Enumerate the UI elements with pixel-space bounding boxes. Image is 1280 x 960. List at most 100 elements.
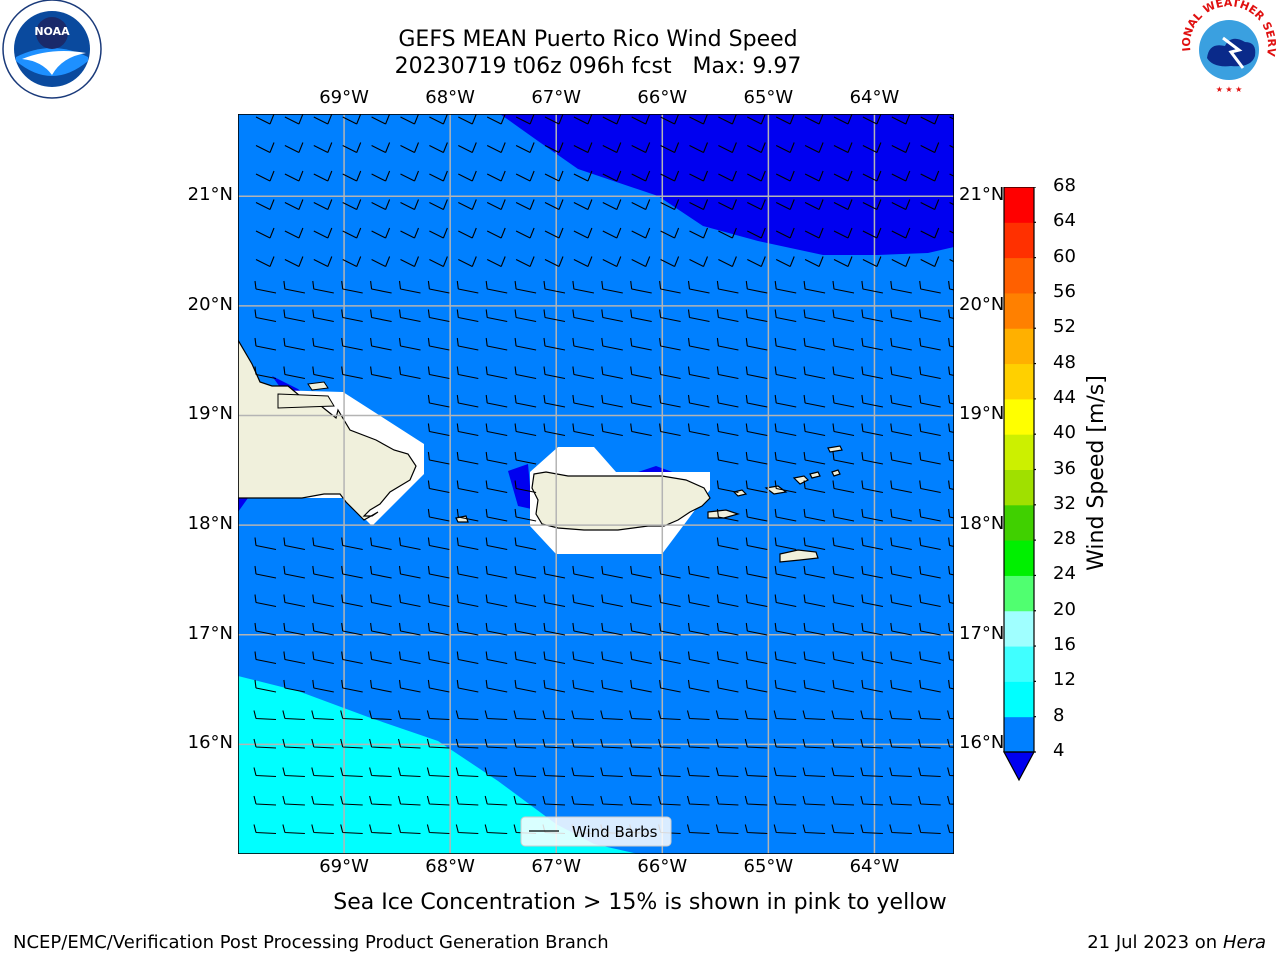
wind-barb <box>687 337 710 351</box>
wind-barb <box>283 537 306 551</box>
wind-barb <box>890 423 912 437</box>
wind-barb <box>282 824 305 835</box>
colorbar-tick-label: 64 <box>1053 210 1076 232</box>
wind-barb <box>427 337 450 351</box>
wind-barb <box>458 114 477 125</box>
wind-barb <box>920 199 940 210</box>
wind-barb <box>427 622 450 636</box>
wind-barb <box>773 795 797 806</box>
wind-barb <box>802 738 826 749</box>
wind-barb <box>571 738 594 749</box>
wind-barb <box>458 227 477 239</box>
wind-barb <box>456 309 479 323</box>
lon-tick-label: 68°W <box>425 87 475 108</box>
wind-barb <box>514 594 537 608</box>
wind-barb <box>369 767 392 778</box>
wind-barb <box>602 170 622 182</box>
wind-barb <box>312 651 334 665</box>
wind-band-8-12-south <box>238 676 638 854</box>
colorbar-tick-label: 44 <box>1053 386 1076 408</box>
colorbar-tick-label: 4 <box>1053 740 1065 761</box>
lon-tick-label: 67°W <box>531 856 582 877</box>
wind-barb <box>254 622 277 636</box>
wind-barb <box>659 679 681 693</box>
wind-barb <box>658 710 681 721</box>
wind-barb <box>543 366 566 380</box>
wind-barb <box>397 738 421 749</box>
wind-barb <box>456 679 479 693</box>
wind-barb <box>775 227 795 239</box>
wind-barb <box>455 710 479 721</box>
wind-barb <box>341 651 363 665</box>
wind-barb <box>571 767 594 778</box>
wind-barb <box>861 594 884 608</box>
wind-barb <box>312 537 334 551</box>
wind-barb <box>745 508 768 522</box>
wind-barb <box>891 142 911 153</box>
wind-barb <box>745 480 768 494</box>
wind-barb <box>745 451 768 465</box>
wind-barb <box>889 710 912 721</box>
wind-barb <box>514 280 537 294</box>
nws-logo-icon: NATIONAL WEATHER SERVICE ★ ★ ★ <box>1179 0 1278 96</box>
wind-barb <box>427 309 450 323</box>
wind-barb <box>486 227 506 239</box>
wind-barb <box>948 451 954 462</box>
wind-barb <box>631 170 651 182</box>
wind-barb <box>400 142 420 153</box>
wind-barb <box>948 423 954 433</box>
wind-barb <box>484 710 508 721</box>
wind-barb <box>716 651 739 665</box>
wind-barb <box>832 651 855 665</box>
wind-barb <box>369 795 392 806</box>
wind-barb <box>862 199 882 210</box>
wind-barb <box>342 170 362 182</box>
wind-barb <box>543 280 566 294</box>
wind-barb <box>340 767 363 778</box>
wind-barb <box>572 309 595 323</box>
wind-barb <box>398 309 421 323</box>
wind-barb <box>427 679 450 693</box>
wind-barb <box>773 824 797 835</box>
wind-barb <box>774 480 797 494</box>
wind-barb <box>919 366 941 380</box>
wind-barb <box>398 565 421 579</box>
wind-barb <box>659 423 681 437</box>
wind-barb <box>284 199 304 210</box>
wind-barb <box>514 423 537 437</box>
wind-barb <box>716 594 739 608</box>
wind-barb <box>543 565 566 579</box>
wind-barb <box>832 508 855 522</box>
wind-barb <box>775 142 795 153</box>
wind-barb <box>312 280 334 294</box>
wind-barb <box>949 202 954 206</box>
wind-barb <box>313 227 333 239</box>
map-legend[interactable]: Wind Barbs <box>520 816 672 847</box>
wind-barb <box>832 622 855 636</box>
wind-barb <box>659 280 681 294</box>
wind-barb <box>832 594 855 608</box>
wind-barb <box>370 280 392 294</box>
wind-barb <box>544 142 564 153</box>
wind-barb <box>687 622 710 636</box>
wind-barb <box>311 710 334 721</box>
wind-barb <box>312 594 334 608</box>
wind-barb <box>458 256 477 267</box>
wind-barb <box>340 738 363 749</box>
colorbar-segment <box>1004 681 1034 718</box>
lat-tick-label: 19°N <box>187 403 233 425</box>
wind-barb <box>427 451 450 465</box>
wind-barb <box>283 309 306 323</box>
wind-barb <box>804 199 824 210</box>
wind-barb <box>687 679 710 693</box>
wind-barb <box>284 170 304 182</box>
colorbar-tick-label: 60 <box>1053 245 1076 267</box>
wind-barb <box>774 565 797 579</box>
wind-barb <box>311 824 334 835</box>
wind-barb <box>832 423 855 437</box>
colorbar-segments <box>1002 187 1036 782</box>
wind-barb <box>890 537 912 551</box>
wind-barb <box>774 451 797 465</box>
wind-barb <box>715 824 739 835</box>
lat-tick-label: 17°N <box>187 622 233 644</box>
